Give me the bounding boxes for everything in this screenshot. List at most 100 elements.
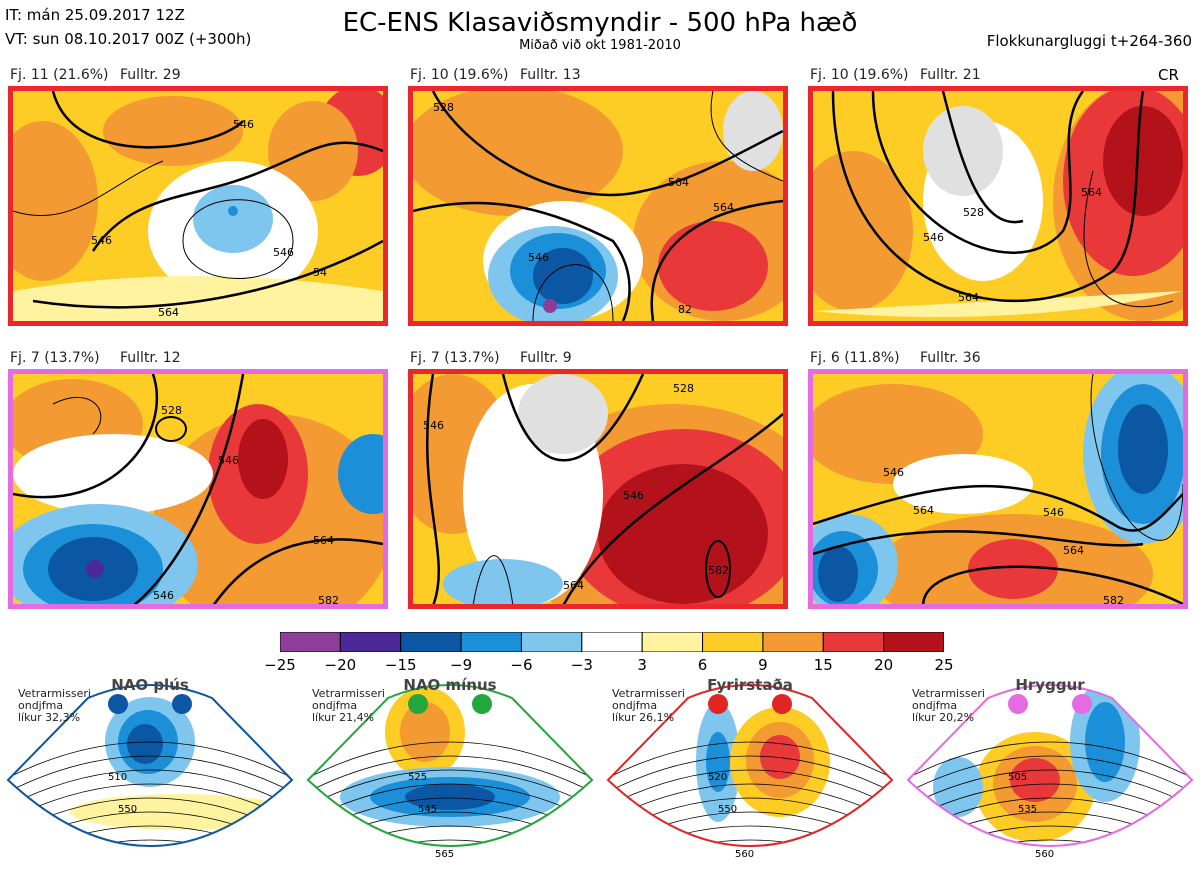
panel-5-contour-label: 564: [563, 579, 584, 592]
colorbar-tick-label: −9: [450, 656, 473, 674]
regime-name: NAO plús: [111, 676, 189, 694]
panel-4-contour-label: 564: [313, 534, 334, 547]
regime-panel: 510 550 NAO plús Vetrarmisseri ondjfma líkur …: [0, 672, 300, 871]
colorbar-swatch: [702, 631, 764, 653]
cluster-map-6: 546 564 546 564 582: [808, 369, 1188, 609]
regime-marker: [472, 694, 492, 714]
regime-contour-label: 545: [418, 804, 437, 815]
regime-contour-label: 535: [1018, 804, 1037, 815]
panel-3-badge: CR: [1158, 66, 1179, 84]
window-label: Flokkunargluggi t+264-360: [986, 32, 1192, 50]
panel-1-contour-label: 54: [313, 266, 327, 279]
panel-2-fulltr: Fulltr. 13: [520, 67, 581, 83]
panel-2-contour-label: 528: [433, 101, 454, 114]
colorbar-swatch: [822, 631, 885, 653]
regime-marker: [172, 694, 192, 714]
regime-months: ondjfma: [912, 699, 958, 712]
regime-season: Vetrarmisseri: [912, 687, 985, 700]
regime-likelihood: líkur 32,3%: [18, 711, 81, 724]
colorbar-swatch: [581, 631, 643, 653]
regime-contour-label: 525: [408, 772, 427, 783]
cluster-map-3: 528 546 564 564: [808, 86, 1188, 326]
regime-contour-label: 505: [1008, 772, 1027, 783]
valid-time: VT: sun 08.10.2017 00Z (+300h): [5, 30, 252, 48]
regime-panel: 525 545 565 NAO mínus Vetrarmisseri ondjfma lí…: [300, 672, 600, 871]
panel-5-fulltr: Fulltr. 9: [520, 350, 572, 366]
cluster-map-4: 528 546 564 546 582: [8, 369, 388, 609]
panel-6-contour-label: 582: [1103, 594, 1124, 606]
panel-4-fj: Fj. 7 (13.7%): [10, 350, 100, 366]
panel-4-contour-label: 546: [218, 454, 239, 467]
colorbar-swatch: [883, 631, 945, 653]
panel-3-contour-label: 546: [923, 231, 944, 244]
colorbar-tick-label: −25: [264, 656, 296, 674]
panel-6-fj: Fj. 6 (11.8%): [810, 350, 900, 366]
regime-name: Fyrirstaða: [707, 676, 793, 694]
regime-likelihood: líkur 20,2%: [912, 711, 975, 724]
panel-6-contour-label: 564: [1063, 544, 1084, 557]
colorbar-swatch: [339, 631, 402, 653]
panel-1-contour-label: 546: [233, 118, 254, 131]
regime-outline: [306, 684, 594, 847]
colorbar-swatch: [520, 631, 583, 653]
regime-contour-label: 550: [118, 804, 137, 815]
regime-months: ondjfma: [612, 699, 658, 712]
regime-outline: [906, 684, 1194, 847]
colorbar-swatch: [641, 631, 704, 653]
colorbar-tick-label: 9: [758, 656, 768, 674]
colorbar-swatch: [400, 631, 462, 653]
panel-3-contour-label: 564: [958, 291, 979, 304]
regime-months: ondjfma: [312, 699, 358, 712]
colorbar-tick-label: 20: [874, 656, 894, 674]
cluster-map-2: 546 564 528 564 82: [408, 86, 788, 326]
colorbar-tick-label: −6: [510, 656, 533, 674]
regime-marker: [408, 694, 428, 714]
regime-months: ondjfma: [18, 699, 64, 712]
panel-3-fj: Fj. 10 (19.6%): [810, 67, 909, 83]
panel-2-contour-label: 546: [528, 251, 549, 264]
panel-2-contour-label: 564: [713, 201, 734, 214]
page-subtitle: Miðað við okt 1981-2010: [519, 38, 681, 53]
panel-4-contour-label: 582: [318, 594, 339, 606]
regime-panel: 520 550 560 Fyrirstaða Vetrarmisseri ondjfma l…: [600, 672, 900, 871]
regime-marker: [1072, 694, 1092, 714]
panel-1-fulltr: Fulltr. 29: [120, 67, 181, 83]
regime-contour-label: 560: [1035, 849, 1054, 860]
panel-2-contour-label: 564: [668, 176, 689, 189]
panel-2-fj: Fj. 10 (19.6%): [410, 67, 509, 83]
panel-1-fj: Fj. 11 (21.6%): [10, 67, 109, 83]
panel-1-contour-label: 546: [273, 246, 294, 259]
panel-5-contour-label: 528: [673, 382, 694, 395]
regime-outline: [606, 684, 894, 847]
regime-name: NAO mínus: [403, 676, 497, 694]
panel-4-fulltr: Fulltr. 12: [120, 350, 181, 366]
regime-likelihood: líkur 26,1%: [612, 711, 675, 724]
regime-marker: [1008, 694, 1028, 714]
regime-season: Vetrarmisseri: [612, 687, 685, 700]
panel-5-contour-label: 582: [708, 564, 729, 577]
colorbar-tick-label: 15: [813, 656, 833, 674]
panel-4-contour-label: 528: [161, 404, 182, 417]
panel-6-contour-label: 546: [883, 466, 904, 479]
regime-contour-label: 560: [735, 849, 754, 860]
regime-season: Vetrarmisseri: [18, 687, 91, 700]
regime-marker: [708, 694, 728, 714]
regime-contour-label: 510: [108, 772, 127, 783]
regime-contour-label: 520: [708, 772, 727, 783]
panel-5-contour-label: 546: [623, 489, 644, 502]
regime-marker: [108, 694, 128, 714]
colorbar-tick-label: −15: [384, 656, 417, 674]
panel-6-fulltr: Fulltr. 36: [920, 350, 981, 366]
regime-marker: [772, 694, 792, 714]
regime-outline: [6, 684, 294, 847]
panel-3-contour-label: 564: [1081, 186, 1102, 199]
init-time: IT: mán 25.09.2017 12Z: [5, 6, 185, 24]
panel-6-contour-label: 546: [1043, 506, 1064, 519]
colorbar: [279, 631, 945, 656]
regime-panel: 505 535 560 Hryggur Vetrarmisseri ondjfma líku…: [900, 672, 1200, 871]
colorbar-swatch: [279, 631, 341, 653]
panel-3-fulltr: Fulltr. 21: [920, 67, 981, 83]
regime-contour-label: 550: [718, 804, 737, 815]
colorbar-tick-label: −3: [570, 656, 593, 674]
panel-1-contour-label: 564: [158, 306, 179, 319]
